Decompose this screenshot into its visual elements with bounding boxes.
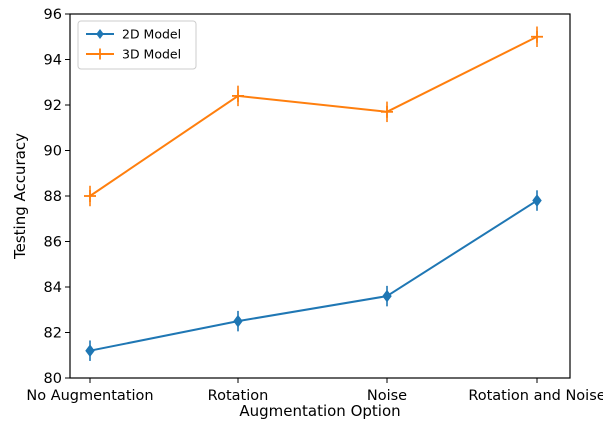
y-tick-label: 84 (44, 280, 62, 296)
x-tick-label: Rotation and Noise (468, 388, 603, 404)
data-point (532, 194, 542, 207)
y-tick-label: 94 (44, 53, 62, 69)
x-axis-label: Augmentation Option (239, 402, 400, 420)
y-tick-label: 88 (44, 189, 62, 205)
data-point (84, 190, 96, 202)
legend: 2D Model 3D Model (77, 20, 197, 70)
legend-entries: 2D Model 3D Model (86, 27, 181, 62)
legend-label: 2D Model (122, 27, 181, 42)
x-tick-label: Noise (367, 388, 407, 404)
data-point (233, 314, 243, 328)
series-3d-model (84, 26, 543, 207)
plot-content (84, 26, 543, 361)
x-tick-label: Rotation (208, 388, 269, 404)
y-axis-label: Testing Accuracy (11, 133, 29, 260)
series-line (89, 199, 538, 352)
y-axis-ticks: 80 82 84 86 88 90 92 94 96 (44, 7, 70, 387)
legend-marker (94, 48, 106, 60)
legend-label: 3D Model (122, 47, 181, 62)
legend-marker (96, 29, 104, 39)
data-point (531, 30, 543, 43)
legend-entry: 3D Model (86, 47, 181, 62)
y-tick-label: 80 (44, 371, 62, 387)
series-line (89, 35, 538, 197)
data-point (85, 344, 95, 358)
y-tick-label: 92 (44, 98, 62, 114)
data-point (232, 89, 244, 102)
y-tick-label: 82 (44, 326, 62, 342)
series-2d-model (85, 190, 542, 361)
y-tick-label: 86 (44, 235, 62, 251)
data-point (382, 289, 392, 303)
legend-entry: 2D Model (86, 27, 181, 42)
x-tick-label: No Augmentation (26, 388, 153, 404)
y-tick-label: 90 (44, 144, 62, 160)
x-axis-ticks: No Augmentation Rotation Noise Rotation and… (26, 378, 603, 404)
y-tick-label: 96 (44, 7, 62, 23)
data-point (381, 105, 393, 118)
